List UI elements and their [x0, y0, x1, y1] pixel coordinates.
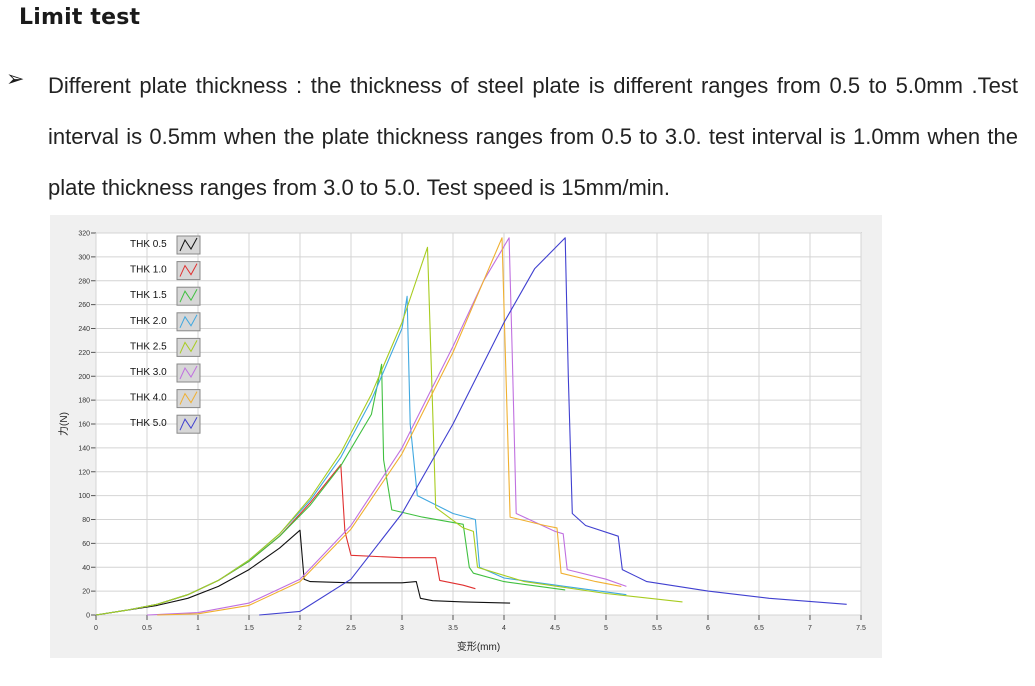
y-tick-label: 80 [82, 517, 90, 524]
x-axis-label: 变形(mm) [457, 640, 500, 653]
y-tick-label: 280 [78, 278, 90, 285]
x-tick-label: 1 [196, 625, 200, 632]
y-tick-label: 140 [78, 445, 90, 452]
y-tick-label: 20 [82, 589, 90, 596]
legend-swatch-line [179, 314, 198, 329]
legend-swatch-line [179, 340, 198, 354]
x-tick-label: 7 [808, 625, 812, 632]
x-tick-label: 4.5 [550, 625, 560, 632]
legend-swatch-line [179, 365, 198, 380]
y-tick-label: 260 [78, 302, 90, 309]
x-tick-label: 6.5 [754, 625, 764, 632]
legend-swatch-line [179, 263, 198, 277]
x-tick-label: 2.5 [346, 625, 356, 632]
y-tick-label: 320 [78, 231, 90, 238]
x-tick-label: 7.5 [856, 625, 866, 632]
x-tick-label: 5 [604, 625, 608, 632]
x-tick-label: 5.5 [652, 625, 662, 632]
series-line-40 [157, 237, 622, 616]
legend-label: THK 1.5 [130, 290, 167, 301]
legend-label: THK 2.0 [130, 316, 167, 327]
series-line-30 [146, 237, 627, 616]
y-tick-label: 40 [82, 565, 90, 572]
y-tick-label: 240 [78, 326, 90, 333]
legend-label: THK 2.5 [130, 341, 167, 352]
x-tick-label: 3 [400, 625, 404, 632]
legend-label: THK 5.0 [130, 418, 167, 429]
x-tick-label: 2 [298, 625, 302, 632]
legend-label: THK 3.0 [130, 367, 167, 378]
y-tick-label: 200 [78, 374, 90, 381]
description-paragraph: Different plate thickness : the thicknes… [48, 73, 1018, 200]
legend-swatch-line [179, 237, 198, 252]
y-tick-label: 0 [86, 613, 90, 620]
legend-label: THK 4.0 [130, 393, 167, 404]
x-tick-label: 0.5 [142, 625, 152, 632]
legend-swatch-line [179, 416, 198, 431]
x-tick-label: 6 [706, 625, 710, 632]
y-tick-label: 100 [78, 493, 90, 500]
y-tick-label: 160 [78, 422, 90, 429]
x-tick-label: 4 [502, 625, 506, 632]
series-line-05 [95, 529, 511, 616]
y-tick-label: 60 [82, 541, 90, 548]
legend-label: THK 0.5 [130, 239, 167, 250]
force-deformation-chart: 0204060801001201401601802002202402602803… [57, 231, 866, 654]
legend-swatch-line [179, 391, 198, 405]
y-tick-label: 220 [78, 350, 90, 357]
y-axis-label: 力(N) [57, 412, 70, 436]
chart-panel: 0 20 40 60 80 100 120 140 160 180 200 220 240 260 280 3… [50, 215, 882, 658]
legend-label: THK 1.0 [130, 265, 167, 276]
series-line-25 [95, 246, 683, 616]
page-heading: Limit test [19, 5, 141, 30]
y-tick-label: 180 [78, 398, 90, 405]
bullet-arrow-icon: ➢ [6, 66, 25, 91]
y-tick-label: 120 [78, 469, 90, 476]
series-line-50 [259, 237, 847, 616]
x-tick-label: 3.5 [448, 625, 458, 632]
y-tick-label: 300 [78, 254, 90, 261]
x-tick-label: 1.5 [244, 625, 254, 632]
x-tick-label: 0 [94, 625, 98, 632]
legend-swatch-line [179, 288, 198, 303]
